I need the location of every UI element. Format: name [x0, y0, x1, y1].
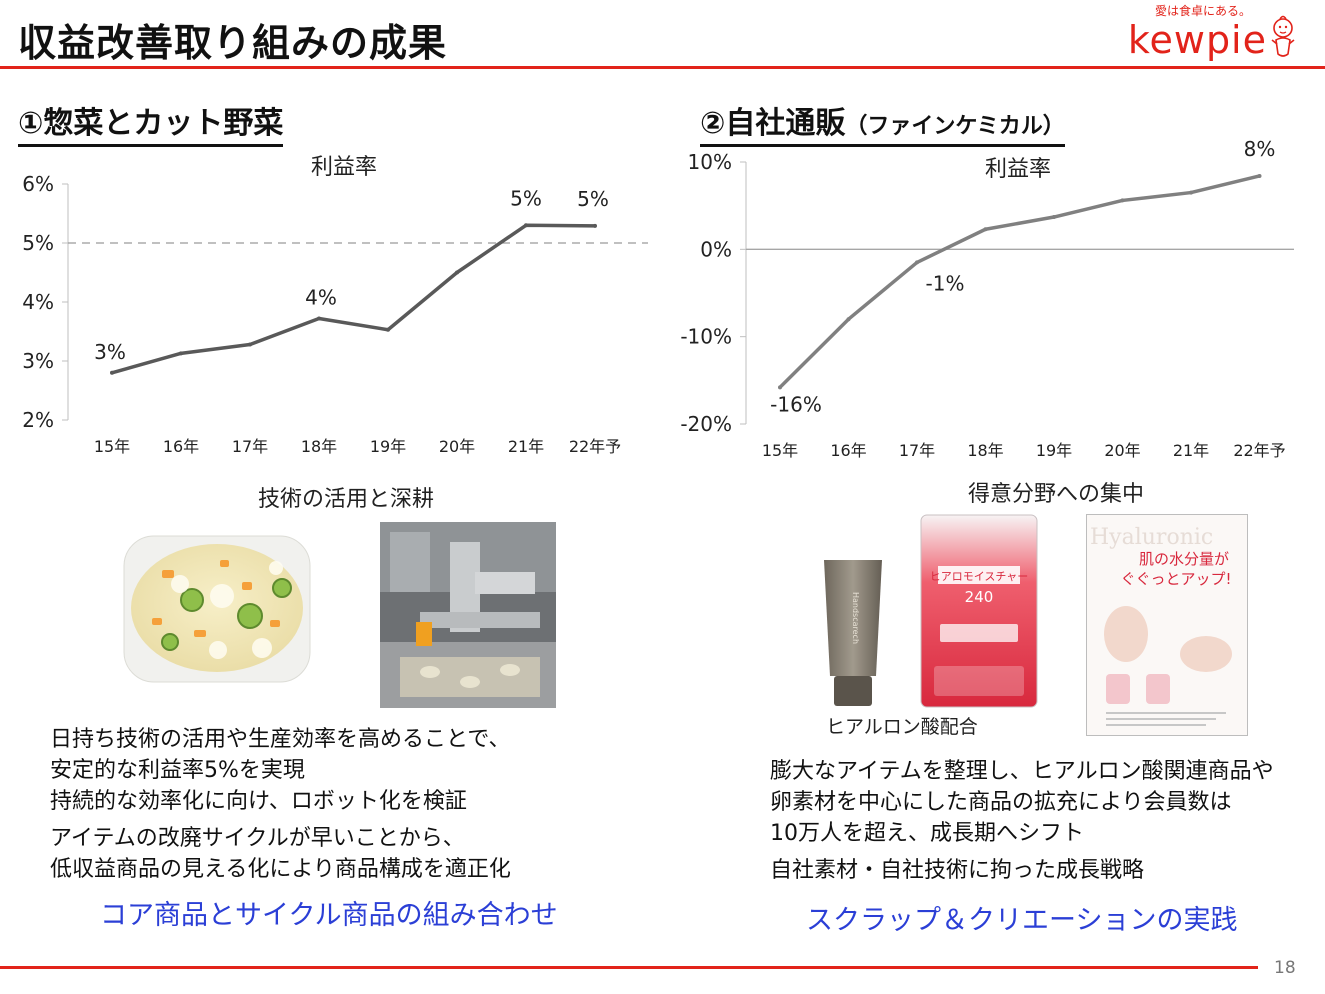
chart1-x-tick-label: 21年 [1173, 441, 1209, 460]
chart1-y-tick-label: -20% [680, 412, 732, 436]
section-heading-right-text: ②自社通販 [700, 106, 846, 141]
chart1-x-tick-label: 22年予 [1233, 441, 1285, 460]
chart1-series-line [778, 174, 1262, 390]
chart0-data-point [455, 270, 459, 275]
chart0-x-tick-label: 18年 [301, 437, 337, 456]
chart0-x-tick-label: 22年予 [569, 437, 621, 456]
chart0-data-label: 3% [94, 340, 126, 364]
chart1-data-label: 8% [1244, 140, 1276, 161]
chart1-data-point [1052, 215, 1056, 220]
chart1-data-label: -16% [770, 392, 822, 416]
flyer-bg-word: Hyaluronic [1090, 525, 1213, 550]
right-highlight: スクラップ＆クリエーションの実践 [806, 905, 1238, 936]
left-body-line: 持続的な効率化に向け、ロボット化を検証 [50, 789, 467, 814]
right-body-line: 自社素材・自社技術に拘った成長戦略 [770, 858, 1145, 883]
left-body-line: 低収益商品の見える化により商品構成を適正化 [50, 857, 511, 882]
chart1-y-tick-label: 10% [688, 150, 732, 174]
chart1-data-point [983, 227, 988, 232]
chart0-x-tick-label: 17年 [232, 437, 268, 456]
chart1-x-tick-label: 19年 [1036, 441, 1072, 460]
right-body-line: 10万人を超え、成長期へシフト [770, 821, 1084, 846]
right-caption: 得意分野への集中 [968, 482, 1145, 507]
chart0-title: 利益率 [311, 155, 377, 180]
pouch-number-text: 240 [965, 588, 994, 606]
chart0-data-point [317, 316, 321, 321]
product-flyer-image: Hyaluronic 肌の水分量が ぐぐっとアップ! [1086, 514, 1248, 736]
chart0-x-tick-label: 16年 [163, 437, 199, 456]
left-caption: 技術の活用と深耕 [258, 487, 435, 512]
tube-brand-text: Handscarech [851, 592, 860, 644]
chart0-y-tick-label: 3% [22, 349, 54, 373]
chart0-y-tick-label: 2% [22, 408, 54, 432]
chart1-x-tick-label: 16年 [830, 441, 866, 460]
chart0-y-tick-label: 5% [22, 231, 54, 255]
chart1-data-point [1189, 190, 1193, 195]
chart1-x-tick-label: 18年 [967, 441, 1003, 460]
chart1-data-point [778, 385, 782, 390]
section-heading-left: ①惣菜とカット野菜 [18, 98, 284, 147]
chart0-y-tick-label: 4% [22, 290, 54, 314]
chart0-data-point [386, 327, 390, 332]
chart0-data-point [248, 342, 252, 347]
chart0-data-label: 4% [305, 286, 337, 310]
chart0-y-tick-label: 6% [22, 172, 54, 196]
left-body-line: 安定的な利益率5%を実現 [50, 758, 305, 783]
chart0-data-label: 5% [510, 186, 542, 210]
chart1-data-point [846, 317, 851, 322]
kewpie-doll-icon [1271, 15, 1295, 57]
section-heading-right-suffix: （ファインケミカル） [845, 114, 1065, 139]
logo-tagline: 愛は食卓にある。 [1154, 4, 1251, 18]
left-body-line: アイテムの改廃サイクルが早いことから、 [50, 826, 465, 851]
chart1-x-tick-label: 20年 [1104, 441, 1140, 460]
chart0-x-tick-label: 19年 [370, 437, 406, 456]
left-body-line: 日持ち技術の活用や生産効率を高めることで、 [50, 727, 511, 752]
chart0-data-point [179, 351, 183, 356]
page-number: 18 [1274, 958, 1296, 978]
section-heading-left-text: ①惣菜とカット野菜 [18, 106, 284, 141]
right-body-line: 膨大なアイテムを整理し、ヒアルロン酸関連商品や [770, 759, 1274, 784]
chart1-x-tick-label: 17年 [899, 441, 935, 460]
supplement-pouch-image: ヒアロモイスチャー 240 [920, 514, 1038, 708]
logo-wordmark: kewpie [1127, 18, 1267, 62]
hand-cream-tube-image: Handscarech [820, 558, 886, 708]
right-body-text: 膨大なアイテムを整理し、ヒアルロン酸関連商品や 卵素材を中心にした商品の拡充によ… [770, 756, 1274, 886]
left-profit-chart: 利益率 2% 3% 4% 5% 6% 15年 16年 17年 18年 19年 20年 21年 22年予 3%… [22, 155, 648, 456]
chart1-data-point [1120, 198, 1125, 203]
chart0-x-tick-label: 21年 [508, 437, 544, 456]
section-heading-right: ②自社通販（ファインケミカル） [700, 98, 1065, 147]
chart1-title: 利益率 [985, 157, 1051, 182]
chart0-x-tick-label: 15年 [94, 437, 130, 456]
right-profit-chart: 利益率 -20% -10% 0% 10% 15年 16年 17年 18年 19年 20年 21年 22年… [680, 140, 1294, 460]
chart1-y-tick-label: -10% [680, 325, 732, 349]
left-body-text: 日持ち技術の活用や生産効率を高めることで、 安定的な利益率5%を実現 持続的な効… [50, 724, 511, 885]
product-caption: ヒアルロン酸配合 [826, 716, 978, 738]
flyer-headline-2: ぐぐっとアップ! [1120, 570, 1231, 588]
title-divider [0, 66, 1325, 69]
chart0-data-point [110, 370, 114, 375]
chart1-x-tick-label: 15年 [762, 441, 798, 460]
flyer-headline-1: 肌の水分量が [1139, 550, 1229, 568]
chart0-data-point [524, 223, 528, 228]
page-title: 収益改善取り組みの成果 [18, 21, 448, 65]
chart0-data-point [593, 223, 597, 228]
potato-salad-photo [122, 530, 312, 685]
chart1-data-point [1257, 173, 1262, 178]
robot-line-photo [380, 522, 556, 708]
footer-divider [0, 966, 1258, 969]
chart1-y-tick-label: 0% [700, 237, 732, 261]
chart0-series-line [110, 223, 597, 375]
chart1-data-point [915, 260, 919, 265]
chart0-data-label: 5% [577, 187, 609, 211]
pouch-name-text: ヒアロモイスチャー [930, 570, 1029, 583]
chart0-x-tick-label: 20年 [439, 437, 475, 456]
chart1-data-label: -1% [926, 271, 965, 295]
right-body-line: 卵素材を中心にした商品の拡充により会員数は [770, 790, 1232, 815]
left-highlight: コア商品とサイクル商品の組み合わせ [100, 900, 558, 931]
kewpie-logo: 愛は食卓にある。 kewpie [1127, 0, 1297, 64]
